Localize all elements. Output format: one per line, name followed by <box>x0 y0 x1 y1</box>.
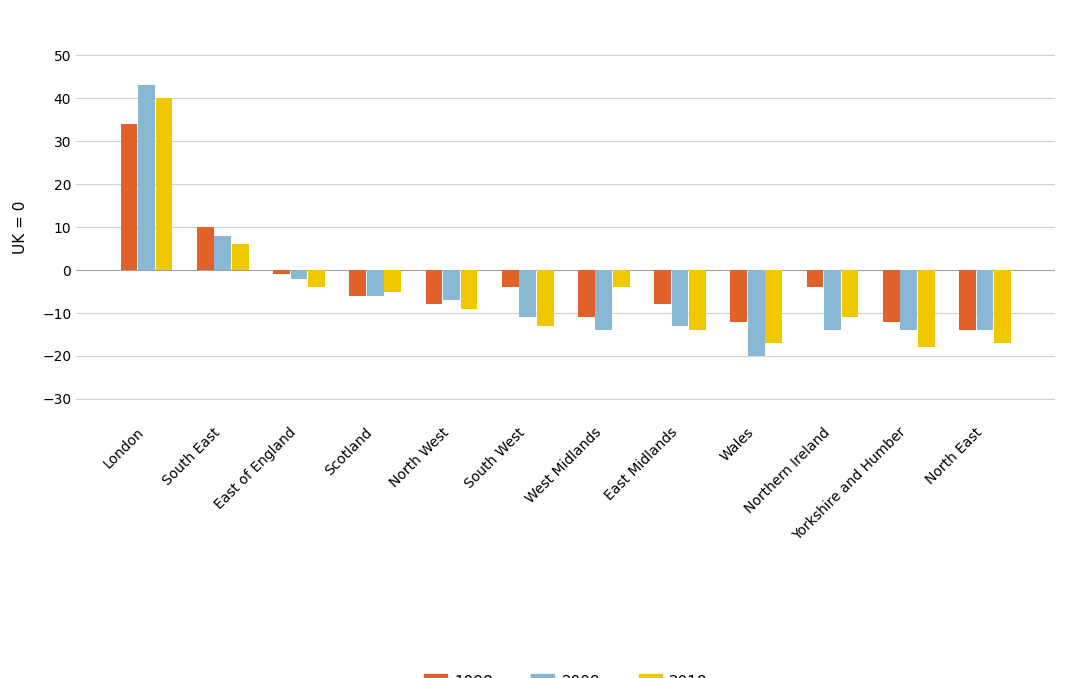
Bar <box>901 270 917 330</box>
Bar <box>502 270 519 287</box>
Bar <box>654 270 671 304</box>
Bar <box>918 270 935 347</box>
Bar <box>730 270 747 321</box>
Bar <box>994 270 1011 343</box>
Legend: 1998, 2008, 2018: 1998, 2008, 2018 <box>418 668 714 678</box>
Bar <box>959 270 976 330</box>
Bar <box>536 270 554 326</box>
Bar <box>689 270 706 330</box>
Bar <box>806 270 824 287</box>
Bar <box>197 227 213 270</box>
Bar <box>460 270 478 308</box>
Bar <box>671 270 689 326</box>
Bar <box>613 270 630 287</box>
Y-axis label: UK = 0: UK = 0 <box>13 201 28 254</box>
Bar <box>156 98 173 270</box>
Bar <box>824 270 841 330</box>
Bar <box>977 270 993 330</box>
Bar <box>232 244 249 270</box>
Bar <box>138 85 154 270</box>
Bar <box>367 270 384 296</box>
Bar <box>273 270 289 275</box>
Bar <box>384 270 401 292</box>
Bar <box>308 270 325 287</box>
Bar <box>290 270 308 279</box>
Bar <box>747 270 765 356</box>
Bar <box>595 270 613 330</box>
Bar <box>842 270 858 317</box>
Bar <box>882 270 900 321</box>
Bar <box>578 270 595 317</box>
Bar <box>766 270 782 343</box>
Bar <box>443 270 460 300</box>
Bar <box>121 124 137 270</box>
Bar <box>425 270 443 304</box>
Bar <box>214 236 231 270</box>
Bar <box>519 270 536 317</box>
Bar <box>349 270 366 296</box>
